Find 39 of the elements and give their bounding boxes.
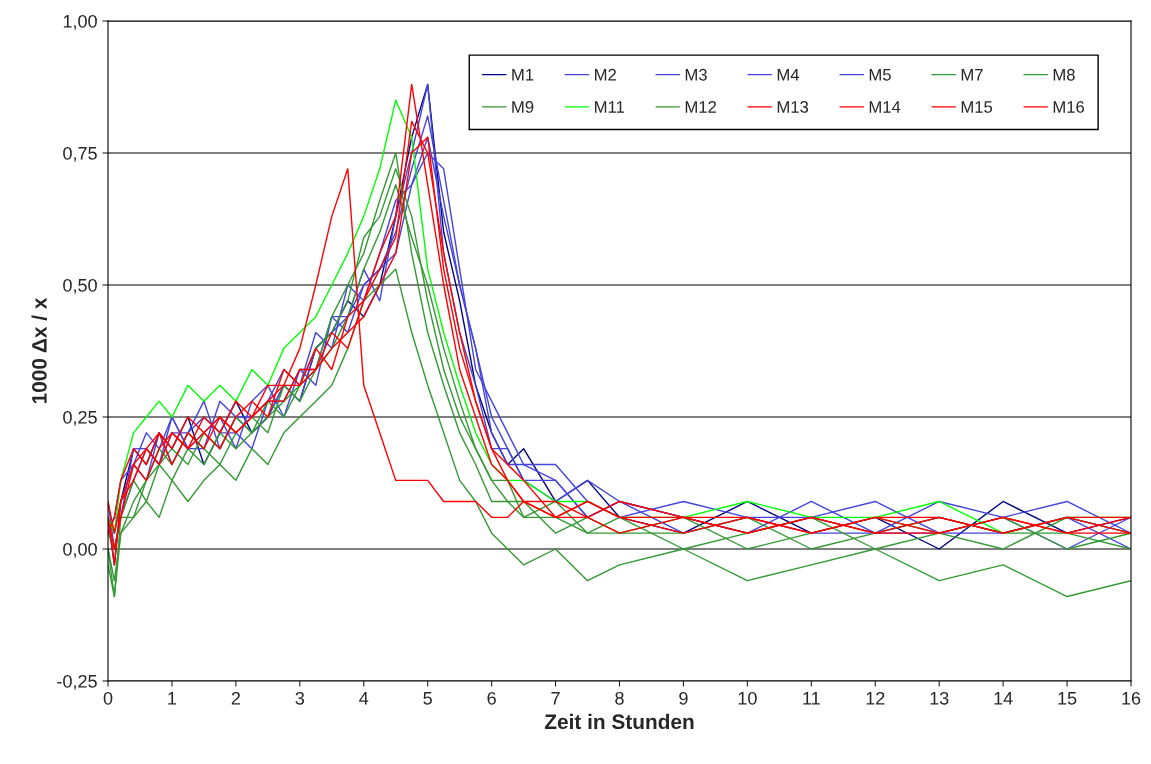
legend-label: M13 [777,101,809,113]
x-tick-label: 4 [359,692,369,705]
x-tick-label: 15 [1058,692,1077,705]
legend-label: M1 [512,69,534,81]
legend-label: M7 [961,69,983,81]
x-tick-label: 11 [803,692,820,705]
y-tick-label: 0,50 [63,278,97,294]
y-tick-label: -0,25 [57,674,97,690]
legend-label: M3 [685,68,707,81]
x-tick-label: 0 [103,691,113,705]
legend-label: M14 [869,101,901,113]
x-tick-label: 14 [994,692,1013,705]
legend-label: M2 [595,68,616,81]
x-tick-label: 13 [930,691,949,705]
x-tick-label: 10 [738,691,757,705]
legend-label: M11 [595,101,625,113]
x-tick-label: 12 [866,691,885,705]
x-tick-label: 2 [231,691,240,705]
legend-label: M16 [1053,101,1085,113]
y-tick-label: 1,00 [63,14,97,30]
x-tick-label: 6 [487,691,496,705]
x-axis-title: Zeit in Stunden [544,713,694,730]
legend-label: M9 [512,101,534,113]
x-tick-label: 1 [168,692,177,705]
y-axis-title: 1000 Δx / x [31,297,47,404]
legend-label: M4 [777,69,800,81]
legend-label: M15 [961,101,993,113]
y-tick-label: 0,25 [63,410,97,426]
y-tick-label: 0,75 [63,146,97,162]
legend-label: M5 [869,69,891,81]
legend-label: M8 [1053,68,1075,81]
x-tick-label: 5 [423,692,432,705]
x-tick-label: 3 [295,691,305,705]
x-tick-label: 9 [679,691,688,705]
x-tick-label: 16 [1122,691,1141,705]
legend-label: M12 [685,101,716,113]
x-tick-label: 8 [615,691,624,705]
y-tick-label: 0,00 [63,542,97,558]
x-tick-label: 7 [551,692,560,705]
